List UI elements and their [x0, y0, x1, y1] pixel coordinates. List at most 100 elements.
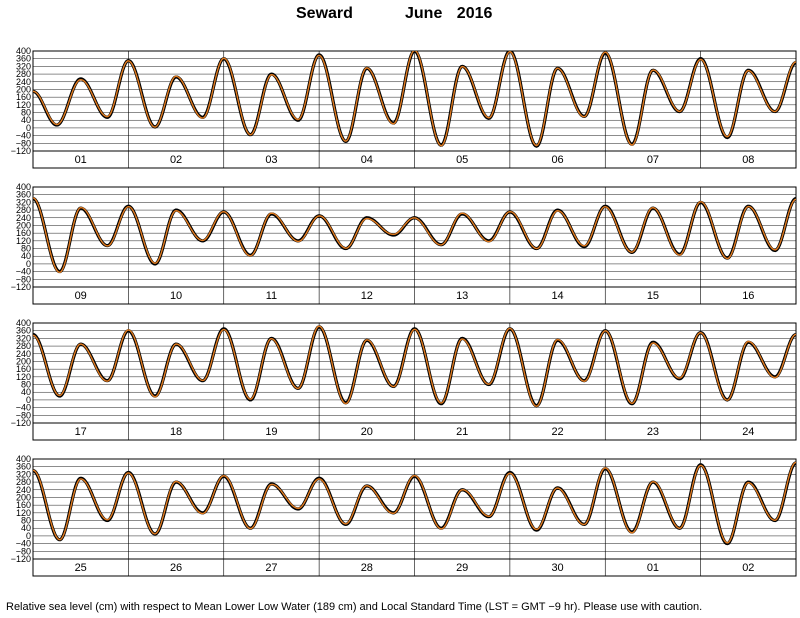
y-tick-label: 40 — [21, 387, 31, 397]
day-label: 23 — [647, 426, 659, 438]
chart-title: Seward June 2016 — [0, 5, 800, 29]
day-label: 14 — [551, 290, 563, 302]
y-tick-label: −80 — [16, 410, 31, 420]
y-tick-label: −120 — [11, 418, 31, 428]
day-label: 02 — [742, 562, 754, 574]
y-tick-label: 280 — [16, 69, 31, 79]
day-label: 24 — [742, 426, 754, 438]
y-tick-label: 200 — [16, 492, 31, 502]
y-tick-label: −120 — [11, 146, 31, 156]
day-label: 22 — [551, 426, 563, 438]
day-label: 16 — [742, 290, 754, 302]
y-tick-label: 400 — [16, 182, 31, 192]
day-label: 29 — [456, 562, 468, 574]
y-tick-label: 200 — [16, 356, 31, 366]
y-tick-label: 240 — [16, 349, 31, 359]
y-tick-label: 120 — [16, 372, 31, 382]
day-label: 27 — [265, 562, 277, 574]
y-tick-label: 280 — [16, 477, 31, 487]
y-tick-label: 160 — [16, 228, 31, 238]
y-tick-label: −120 — [11, 554, 31, 564]
y-tick-label: −40 — [16, 267, 31, 277]
day-label: 06 — [551, 154, 563, 166]
y-tick-label: 320 — [16, 469, 31, 479]
day-label: 01 — [647, 562, 659, 574]
y-tick-label: 280 — [16, 205, 31, 215]
y-tick-label: 360 — [16, 190, 31, 200]
y-tick-label: 120 — [16, 100, 31, 110]
day-label: 20 — [361, 426, 373, 438]
day-label: 30 — [551, 562, 563, 574]
y-tick-label: −80 — [16, 546, 31, 556]
y-tick-label: 80 — [21, 516, 31, 526]
y-tick-label: 160 — [16, 364, 31, 374]
predicted-line — [33, 51, 796, 147]
y-tick-label: 320 — [16, 61, 31, 71]
day-label: 09 — [75, 290, 87, 302]
y-tick-label: −80 — [16, 274, 31, 284]
predicted-line — [33, 325, 796, 408]
y-tick-label: −40 — [16, 539, 31, 549]
y-tick-label: 400 — [16, 46, 31, 56]
y-tick-label: 200 — [16, 84, 31, 94]
y-tick-label: 120 — [16, 236, 31, 246]
y-tick-label: 40 — [21, 523, 31, 533]
day-label: 19 — [265, 426, 277, 438]
y-tick-label: 0 — [26, 259, 31, 269]
y-tick-label: 160 — [16, 500, 31, 510]
panel-frame — [32, 458, 797, 577]
y-tick-label: 360 — [16, 326, 31, 336]
y-tick-label: 80 — [21, 108, 31, 118]
day-label: 13 — [456, 290, 468, 302]
y-tick-label: 40 — [21, 251, 31, 261]
y-tick-label: 400 — [16, 318, 31, 328]
y-tick-label: 400 — [16, 454, 31, 464]
station-name: Seward — [296, 5, 353, 22]
month-year: June 2016 — [405, 5, 493, 22]
y-tick-label: 0 — [26, 123, 31, 133]
y-tick-label: −40 — [16, 131, 31, 141]
day-label: 18 — [170, 426, 182, 438]
y-tick-label: −120 — [11, 282, 31, 292]
y-tick-label: 120 — [16, 508, 31, 518]
y-tick-label: 360 — [16, 462, 31, 472]
y-tick-label: 240 — [16, 213, 31, 223]
panel-1: −120−80−40040801201602002402803203604000… — [11, 46, 797, 169]
y-tick-label: 320 — [16, 197, 31, 207]
predicted-line — [33, 461, 796, 544]
day-label: 25 — [75, 562, 87, 574]
day-label: 12 — [361, 290, 373, 302]
y-tick-label: 360 — [16, 54, 31, 64]
predicted-line — [33, 197, 796, 274]
y-tick-label: 160 — [16, 92, 31, 102]
y-tick-label: 320 — [16, 333, 31, 343]
day-label: 04 — [361, 154, 373, 166]
day-label: 21 — [456, 426, 468, 438]
y-tick-label: 240 — [16, 485, 31, 495]
day-label: 17 — [75, 426, 87, 438]
day-label: 02 — [170, 154, 182, 166]
y-tick-label: −80 — [16, 138, 31, 148]
y-tick-label: 80 — [21, 244, 31, 254]
day-label: 28 — [361, 562, 373, 574]
day-label: 07 — [647, 154, 659, 166]
day-label: 15 — [647, 290, 659, 302]
y-tick-label: 0 — [26, 531, 31, 541]
y-tick-label: 200 — [16, 220, 31, 230]
y-tick-label: 280 — [16, 341, 31, 351]
panel-frame — [32, 186, 797, 305]
day-label: 11 — [266, 290, 277, 302]
day-label: 26 — [170, 562, 182, 574]
y-tick-label: 0 — [26, 395, 31, 405]
footnote: Relative sea level (cm) with respect to … — [6, 601, 703, 613]
y-tick-label: 40 — [21, 115, 31, 125]
panel-frame — [32, 322, 797, 441]
y-tick-label: −40 — [16, 403, 31, 413]
day-label: 05 — [456, 154, 468, 166]
day-label: 10 — [170, 290, 182, 302]
day-label: 03 — [265, 154, 277, 166]
